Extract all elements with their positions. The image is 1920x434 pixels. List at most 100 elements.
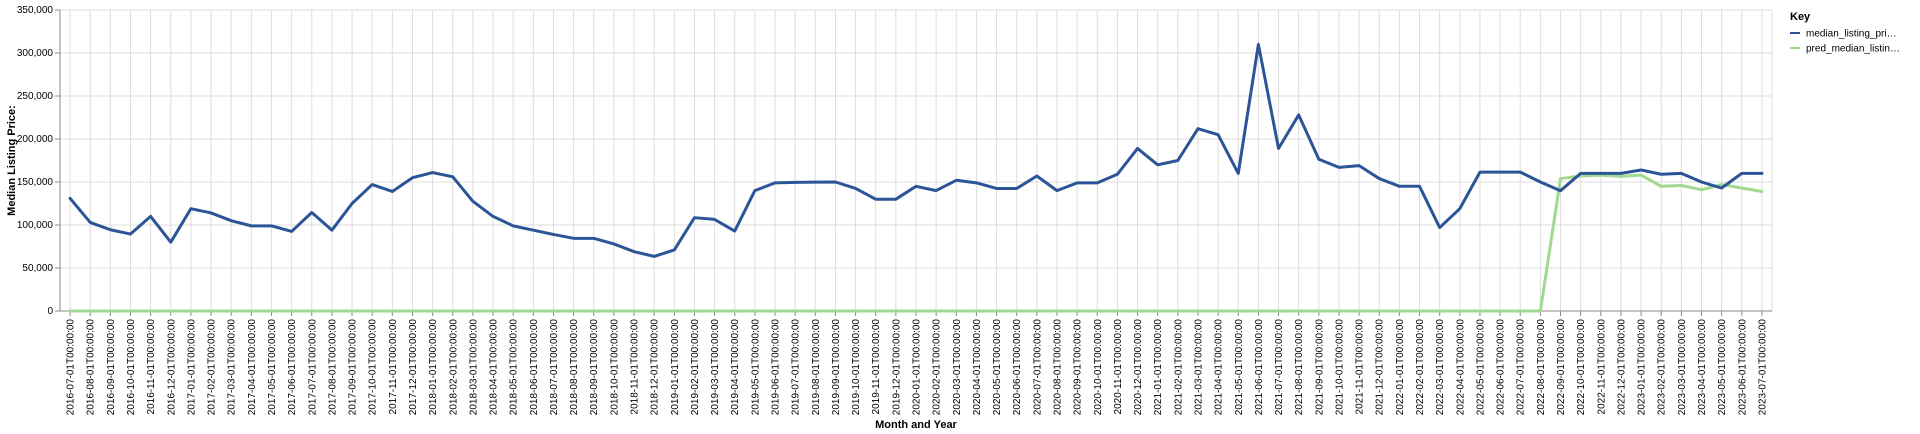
gridlines bbox=[60, 9, 1773, 312]
x-tick-label: 2023-01-01T00:00:00 bbox=[1637, 319, 1648, 416]
y-tick-label: 250,000 bbox=[17, 91, 54, 102]
x-tick-label: 2022-08-01T00:00:00 bbox=[1536, 319, 1547, 416]
x-tick-label: 2016-09-01T00:00:00 bbox=[106, 319, 117, 416]
legend-label: pred_median_listin… bbox=[1806, 44, 1900, 55]
x-tick-label: 2018-10-01T00:00:00 bbox=[609, 319, 620, 416]
x-tick-label: 2017-06-01T00:00:00 bbox=[287, 319, 298, 416]
x-tick-label: 2020-12-01T00:00:00 bbox=[1133, 319, 1144, 416]
x-tick-label: 2018-05-01T00:00:00 bbox=[509, 319, 520, 416]
x-tick-label: 2019-05-01T00:00:00 bbox=[750, 319, 761, 416]
x-tick-label: 2021-04-01T00:00:00 bbox=[1214, 319, 1225, 416]
x-tick-label: 2021-01-01T00:00:00 bbox=[1153, 319, 1164, 416]
x-tick-label: 2019-06-01T00:00:00 bbox=[771, 319, 782, 416]
y-tick-label: 350,000 bbox=[17, 5, 54, 16]
x-tick-label: 2017-03-01T00:00:00 bbox=[227, 319, 238, 416]
x-tick-label: 2021-03-01T00:00:00 bbox=[1193, 319, 1204, 416]
x-tick-label: 2020-10-01T00:00:00 bbox=[1093, 319, 1104, 416]
x-tick-label: 2020-06-01T00:00:00 bbox=[1012, 319, 1023, 416]
x-tick-label: 2023-05-01T00:00:00 bbox=[1717, 319, 1728, 416]
x-tick-label: 2018-11-01T00:00:00 bbox=[630, 319, 641, 415]
x-tick-label: 2017-01-01T00:00:00 bbox=[186, 319, 197, 416]
y-tick-label: 0 bbox=[47, 306, 53, 317]
x-tick-label: 2018-04-01T00:00:00 bbox=[489, 319, 500, 416]
y-axis-title: Median Listing Price: bbox=[6, 105, 18, 216]
x-tick-label: 2018-01-01T00:00:00 bbox=[428, 319, 439, 416]
x-tick-label: 2021-07-01T00:00:00 bbox=[1274, 319, 1285, 416]
x-tick-label: 2023-02-01T00:00:00 bbox=[1657, 319, 1668, 416]
legend-label: median_listing_pri… bbox=[1806, 29, 1897, 40]
y-tick-label: 150,000 bbox=[17, 177, 54, 188]
x-tick-label: 2023-04-01T00:00:00 bbox=[1697, 319, 1708, 416]
x-tick-label: 2020-04-01T00:00:00 bbox=[972, 319, 983, 416]
x-tick-label: 2018-08-01T00:00:00 bbox=[569, 319, 580, 416]
x-tick-label: 2021-06-01T00:00:00 bbox=[1254, 319, 1265, 416]
x-tick-label: 2019-04-01T00:00:00 bbox=[730, 319, 741, 416]
x-tick-label: 2022-09-01T00:00:00 bbox=[1556, 319, 1567, 416]
x-tick-label: 2017-02-01T00:00:00 bbox=[207, 319, 218, 416]
x-tick-label: 2019-08-01T00:00:00 bbox=[811, 319, 822, 416]
x-tick-label: 2017-12-01T00:00:00 bbox=[408, 319, 419, 416]
x-tick-label: 2021-05-01T00:00:00 bbox=[1234, 319, 1245, 416]
series-line-median-listing-price bbox=[68, 42, 1764, 258]
x-tick-label: 2021-08-01T00:00:00 bbox=[1294, 319, 1305, 416]
x-tick-label: 2021-11-01T00:00:00 bbox=[1355, 319, 1366, 415]
y-tick-label: 50,000 bbox=[22, 263, 53, 274]
x-tick-label: 2023-06-01T00:00:00 bbox=[1737, 319, 1748, 416]
axes: 0 50,000 100,000 150,000 200,000 250,000 300,0… bbox=[6, 5, 1772, 431]
x-tick-label: 2019-10-01T00:00:00 bbox=[851, 319, 862, 416]
x-tick-label: 2017-04-01T00:00:00 bbox=[247, 319, 258, 416]
x-tick-label: 2022-01-01T00:00:00 bbox=[1395, 319, 1406, 416]
series-line-pred-median-listing-price bbox=[68, 173, 1764, 313]
x-tick-label: 2021-09-01T00:00:00 bbox=[1314, 319, 1325, 416]
x-tick-label: 2016-11-01T00:00:00 bbox=[146, 319, 157, 415]
x-tick-label: 2020-09-01T00:00:00 bbox=[1073, 319, 1084, 416]
x-tick-label: 2022-02-01T00:00:00 bbox=[1415, 319, 1426, 416]
x-tick-label: 2018-06-01T00:00:00 bbox=[529, 319, 540, 416]
legend: Key median_listing_pri… pred_median_listin… bbox=[1790, 11, 1900, 55]
x-tick-label: 2020-05-01T00:00:00 bbox=[992, 319, 1003, 416]
x-tick-label: 2017-09-01T00:00:00 bbox=[348, 319, 359, 416]
x-tick-label: 2017-07-01T00:00:00 bbox=[307, 319, 318, 416]
x-tick-label: 2023-03-01T00:00:00 bbox=[1677, 319, 1688, 416]
x-tick-label: 2019-07-01T00:00:00 bbox=[791, 319, 802, 416]
y-tick-label: 100,000 bbox=[17, 220, 54, 231]
x-tick-label: 2018-03-01T00:00:00 bbox=[468, 319, 479, 416]
x-tick-label: 2016-07-01T00:00:00 bbox=[66, 319, 77, 416]
x-tick-label: 2022-07-01T00:00:00 bbox=[1516, 319, 1527, 416]
x-tick-label: 2018-12-01T00:00:00 bbox=[650, 319, 661, 416]
legend-title: Key bbox=[1790, 11, 1811, 23]
x-tick-label: 2021-12-01T00:00:00 bbox=[1375, 319, 1386, 416]
x-tick-label: 2019-11-01T00:00:00 bbox=[871, 319, 882, 415]
x-tick-label: 2017-11-01T00:00:00 bbox=[388, 319, 399, 415]
x-tick-label: 2017-10-01T00:00:00 bbox=[368, 319, 379, 416]
x-tick-label: 2021-02-01T00:00:00 bbox=[1173, 319, 1184, 416]
x-tick-label: 2018-07-01T00:00:00 bbox=[549, 319, 560, 416]
x-tick-label: 2016-12-01T00:00:00 bbox=[166, 319, 177, 416]
x-tick-label: 2019-02-01T00:00:00 bbox=[690, 319, 701, 416]
x-tick-label: 2016-10-01T00:00:00 bbox=[126, 319, 137, 416]
x-tick-label: 2019-03-01T00:00:00 bbox=[710, 319, 721, 416]
x-tick-label: 2022-11-01T00:00:00 bbox=[1596, 319, 1607, 415]
x-tick-label: 2016-08-01T00:00:00 bbox=[86, 319, 97, 416]
x-tick-label: 2021-10-01T00:00:00 bbox=[1334, 319, 1345, 416]
x-tick-label: 2022-12-01T00:00:00 bbox=[1616, 319, 1627, 416]
x-tick-label: 2020-03-01T00:00:00 bbox=[952, 319, 963, 416]
x-tick-label: 2020-02-01T00:00:00 bbox=[932, 319, 943, 416]
x-tick-label: 2017-05-01T00:00:00 bbox=[267, 319, 278, 416]
y-tick-label: 200,000 bbox=[17, 134, 54, 145]
x-tick-label: 2020-08-01T00:00:00 bbox=[1052, 319, 1063, 416]
x-tick-label: 2022-05-01T00:00:00 bbox=[1475, 319, 1486, 416]
y-tick-label: 300,000 bbox=[17, 48, 54, 59]
x-tick-label: 2019-12-01T00:00:00 bbox=[891, 319, 902, 416]
x-tick-label: 2022-10-01T00:00:00 bbox=[1576, 319, 1587, 416]
x-tick-label: 2017-08-01T00:00:00 bbox=[327, 319, 338, 416]
series-lines bbox=[68, 42, 1764, 313]
x-tick-label: 2020-11-01T00:00:00 bbox=[1113, 319, 1124, 415]
x-tick-label: 2022-03-01T00:00:00 bbox=[1435, 319, 1446, 416]
x-axis-title: Month and Year bbox=[875, 419, 957, 431]
x-tick-label: 2022-04-01T00:00:00 bbox=[1455, 319, 1466, 416]
x-tick-label: 2019-01-01T00:00:00 bbox=[670, 319, 681, 416]
x-tick-label: 2020-07-01T00:00:00 bbox=[1032, 319, 1043, 416]
x-tick-label: 2020-01-01T00:00:00 bbox=[912, 319, 923, 416]
